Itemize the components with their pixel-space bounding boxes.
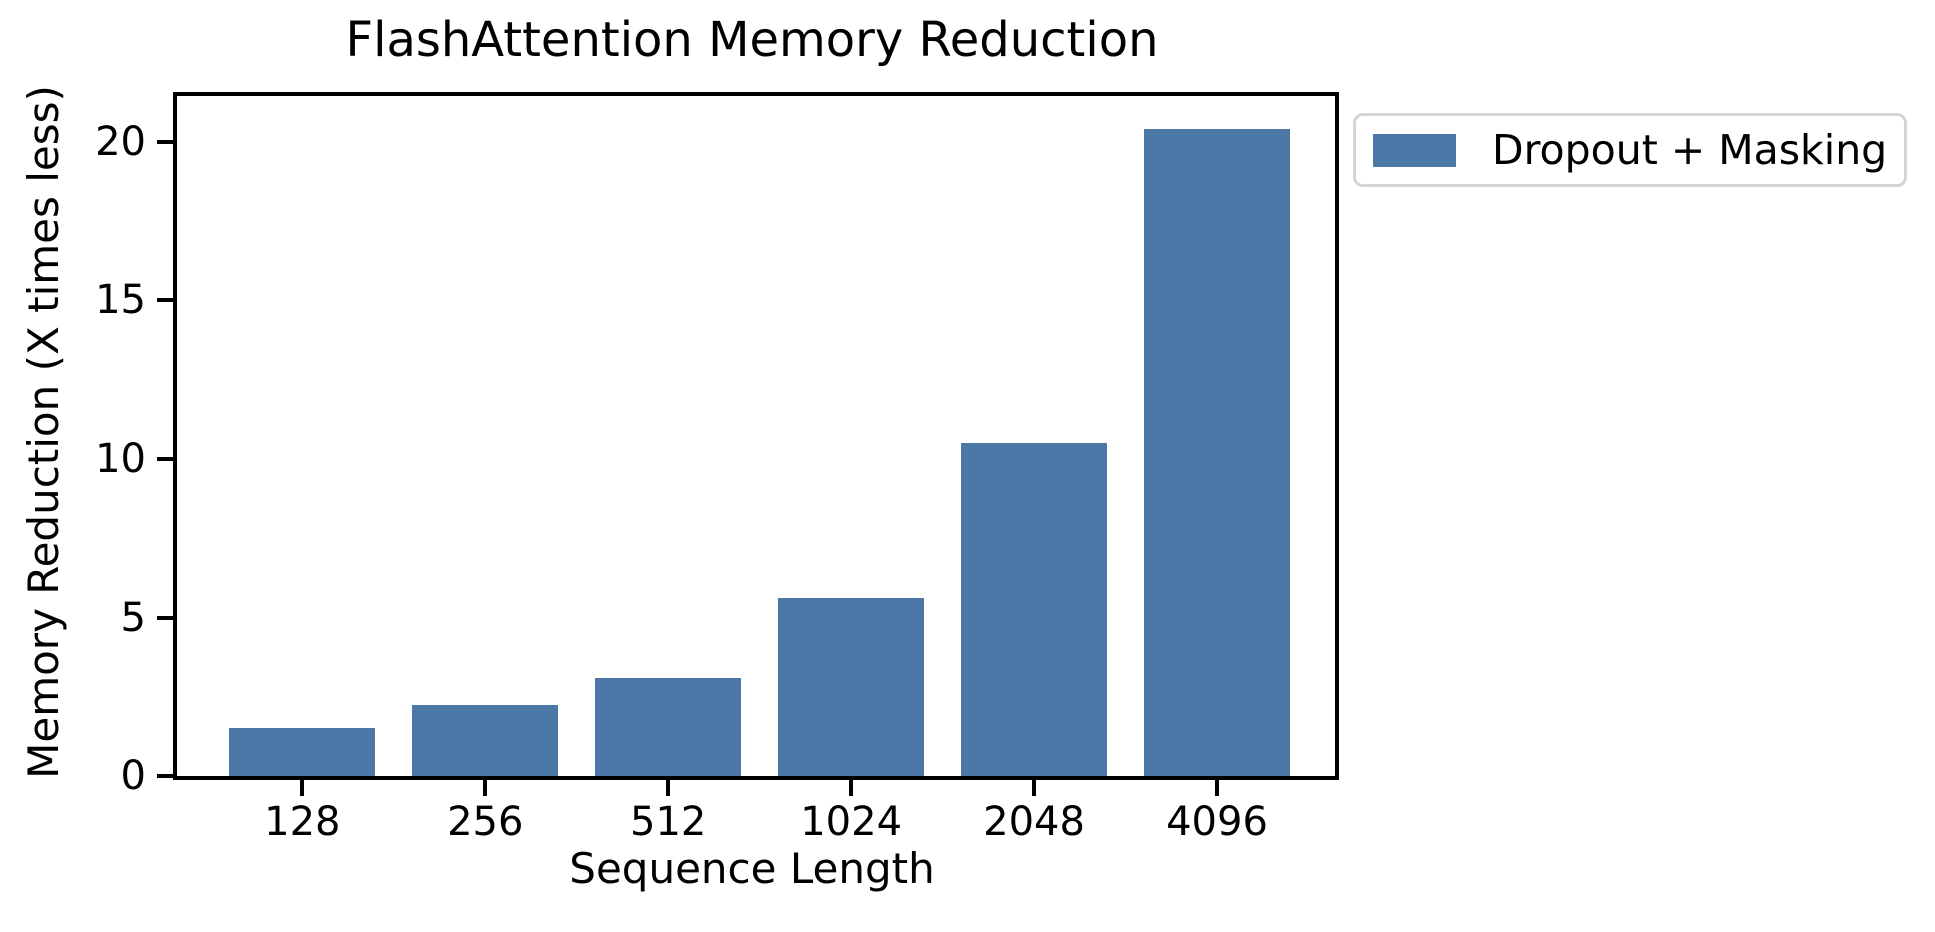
bar-256	[412, 704, 559, 776]
x-axis-tick	[1032, 780, 1037, 796]
y-tick-label: 10	[95, 435, 146, 482]
y-tick-label: 15	[95, 277, 146, 324]
y-tick-label: 20	[95, 118, 146, 165]
y-tick-label: 5	[120, 594, 146, 641]
legend-swatch	[1373, 133, 1456, 167]
x-tick-label: 512	[630, 799, 707, 845]
legend: Dropout + Masking	[1353, 113, 1907, 187]
plot-area: 128 256 512 1024 2048 4096 0 5 10 15 20	[95, 92, 1339, 844]
bar-1024	[778, 598, 925, 776]
y-axis-tick	[157, 774, 173, 778]
x-axis-tick	[666, 780, 671, 796]
x-tick-label: 4096	[1166, 799, 1268, 845]
bar-2048	[961, 443, 1108, 776]
bar-4096	[1144, 129, 1290, 776]
y-axis-tick	[157, 298, 173, 303]
y-axis-tick	[157, 139, 173, 144]
x-axis-tick	[483, 780, 488, 796]
bar-512	[595, 677, 742, 776]
y-axis-tick	[157, 456, 173, 461]
x-tick-label: 256	[447, 799, 524, 845]
x-tick-label: 1024	[800, 799, 903, 845]
bar-128	[229, 728, 376, 776]
y-tick-label: 0	[120, 753, 146, 799]
x-axis-tick	[300, 780, 305, 796]
x-tick-label: 128	[264, 799, 341, 845]
x-axis-label: Sequence Length	[569, 844, 935, 893]
chart-title: FlashAttention Memory Reduction	[345, 12, 1159, 68]
x-tick-label: 2048	[983, 799, 1085, 845]
y-axis-tick	[157, 615, 173, 620]
x-axis-tick	[1215, 780, 1219, 796]
legend-label: Dropout + Masking	[1492, 125, 1888, 174]
y-axis-label: Memory Reduction (X times less)	[18, 85, 68, 779]
x-axis-tick	[849, 780, 854, 796]
